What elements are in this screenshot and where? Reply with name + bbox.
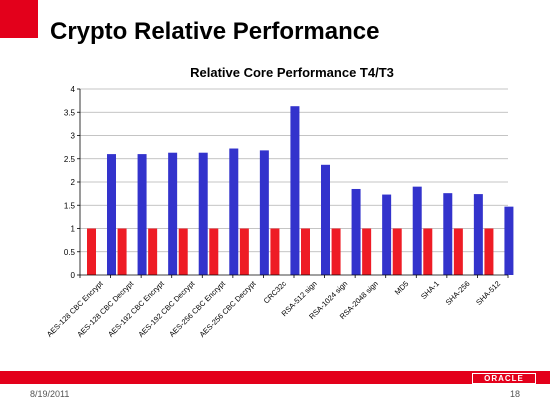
bar-series-2 xyxy=(259,150,269,275)
bar-series-1 xyxy=(301,228,310,275)
bar-series-2 xyxy=(443,193,453,275)
bar-series-2 xyxy=(321,164,330,275)
bar-series-1 xyxy=(484,228,494,275)
bar-series-2 xyxy=(473,194,483,275)
bar-series-1 xyxy=(87,228,96,275)
footer-bar xyxy=(0,371,550,384)
y-tick-label: 2 xyxy=(71,178,76,187)
bar-series-1 xyxy=(392,228,402,275)
bar-layer xyxy=(87,106,514,275)
x-category-label: AES-128 CBC Encrypt xyxy=(45,278,105,338)
bar-series-1 xyxy=(423,228,433,275)
bar-series-2 xyxy=(382,194,392,275)
y-tick-label: 0.5 xyxy=(64,248,76,257)
bar-series-2 xyxy=(229,148,239,275)
x-category-label: SHA-256 xyxy=(444,279,472,307)
bar-series-1 xyxy=(178,228,188,275)
bar-series-2 xyxy=(137,154,147,275)
bar-series-2 xyxy=(290,106,300,275)
bar-series-1 xyxy=(148,228,158,275)
x-category-label: MD5 xyxy=(393,279,411,297)
corner-accent xyxy=(0,0,38,38)
x-category-label: AES-256 CBC Decrypt xyxy=(198,278,259,339)
y-tick-label: 1.5 xyxy=(64,201,76,210)
bar-series-1 xyxy=(270,228,280,275)
x-category-label: AES-256 CBC Encrypt xyxy=(167,278,227,338)
slide-title: Crypto Relative Performance xyxy=(50,18,380,45)
y-tick-label: 0 xyxy=(71,271,76,280)
bar-series-2 xyxy=(168,152,178,275)
bar-series-1 xyxy=(117,228,127,275)
bar-series-1 xyxy=(453,228,463,275)
bar-series-1 xyxy=(239,228,249,275)
bar-series-2 xyxy=(412,186,422,275)
bar-series-1 xyxy=(209,228,219,275)
y-tick-label: 1 xyxy=(71,225,76,234)
y-tick-label: 2.5 xyxy=(64,155,76,164)
bar-series-2 xyxy=(351,188,361,275)
bar-series-1 xyxy=(362,228,372,275)
x-category-label: AES-192 CBC Encrypt xyxy=(106,278,166,338)
y-tick-label: 3 xyxy=(71,132,76,141)
x-category-label: SHA-512 xyxy=(474,279,502,307)
x-category-label: AES-192 CBC Decrypt xyxy=(136,278,197,339)
page-number: 18 xyxy=(510,389,521,399)
y-tick-label: 4 xyxy=(71,85,76,94)
oracle-logo: ORACLE xyxy=(472,373,536,384)
bar-series-1 xyxy=(331,228,341,275)
footer-date: 8/19/2011 xyxy=(30,389,70,399)
y-tick-label: 3.5 xyxy=(64,108,76,117)
axis-layer xyxy=(77,88,509,278)
x-category-label: AES-128 CBC Decrypt xyxy=(75,278,136,339)
bar-chart: Relative Core Performance T4/T3 0 0.5 1 1.5… xyxy=(45,65,514,339)
x-category-label: SHA-1 xyxy=(419,279,441,301)
chart-title: Relative Core Performance T4/T3 xyxy=(190,65,394,80)
x-category-label: CRC32c xyxy=(262,279,289,306)
bar-series-2 xyxy=(198,152,208,275)
bar-series-2 xyxy=(504,206,514,275)
bar-series-2 xyxy=(107,154,116,275)
